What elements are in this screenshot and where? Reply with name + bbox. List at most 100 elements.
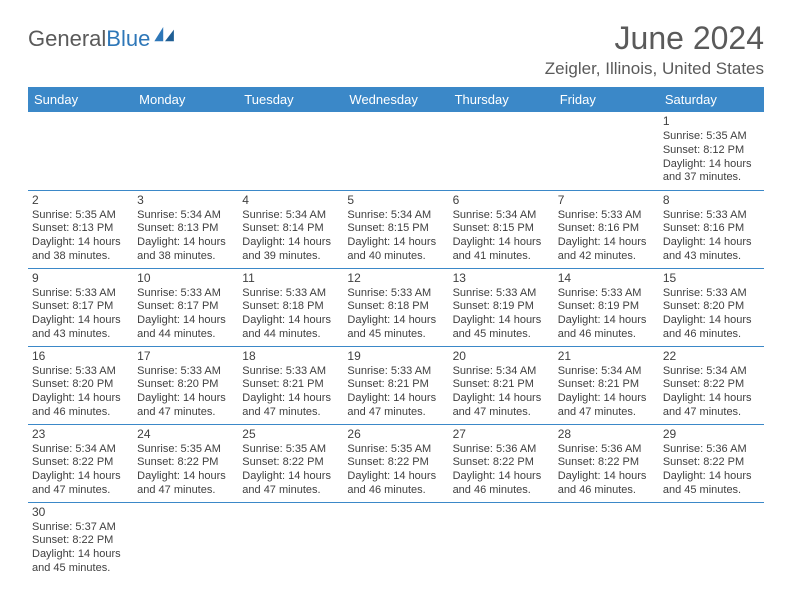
calendar-table: SundayMondayTuesdayWednesdayThursdayFrid… — [28, 87, 764, 580]
sunrise-text: Sunrise: 5:33 AM — [32, 287, 129, 301]
daylight-text: Daylight: 14 hours and 45 minutes. — [32, 548, 129, 576]
calendar-cell: 1Sunrise: 5:35 AMSunset: 8:12 PMDaylight… — [659, 112, 764, 190]
calendar-cell: 3Sunrise: 5:34 AMSunset: 8:13 PMDaylight… — [133, 190, 238, 268]
sunrise-text: Sunrise: 5:33 AM — [242, 365, 339, 379]
sunrise-text: Sunrise: 5:36 AM — [663, 443, 760, 457]
daylight-text: Daylight: 14 hours and 46 minutes. — [663, 314, 760, 342]
day-number: 4 — [242, 193, 339, 208]
calendar-cell: 6Sunrise: 5:34 AMSunset: 8:15 PMDaylight… — [449, 190, 554, 268]
daylight-text: Daylight: 14 hours and 47 minutes. — [558, 392, 655, 420]
calendar-cell: 16Sunrise: 5:33 AMSunset: 8:20 PMDayligh… — [28, 346, 133, 424]
daylight-text: Daylight: 14 hours and 41 minutes. — [453, 236, 550, 264]
logo-sail-icon — [154, 27, 176, 43]
day-number: 11 — [242, 271, 339, 286]
day-number: 6 — [453, 193, 550, 208]
daylight-text: Daylight: 14 hours and 44 minutes. — [137, 314, 234, 342]
daylight-text: Daylight: 14 hours and 38 minutes. — [32, 236, 129, 264]
sunrise-text: Sunrise: 5:35 AM — [32, 209, 129, 223]
daylight-text: Daylight: 14 hours and 44 minutes. — [242, 314, 339, 342]
sunset-text: Sunset: 8:21 PM — [242, 378, 339, 392]
sunset-text: Sunset: 8:22 PM — [137, 456, 234, 470]
sunset-text: Sunset: 8:22 PM — [347, 456, 444, 470]
sunrise-text: Sunrise: 5:33 AM — [137, 365, 234, 379]
daylight-text: Daylight: 14 hours and 46 minutes. — [558, 470, 655, 498]
calendar-cell-empty — [449, 112, 554, 190]
sunrise-text: Sunrise: 5:35 AM — [347, 443, 444, 457]
daylight-text: Daylight: 14 hours and 46 minutes. — [453, 470, 550, 498]
calendar-row: 2Sunrise: 5:35 AMSunset: 8:13 PMDaylight… — [28, 190, 764, 268]
calendar-cell: 26Sunrise: 5:35 AMSunset: 8:22 PMDayligh… — [343, 424, 448, 502]
sunset-text: Sunset: 8:22 PM — [663, 378, 760, 392]
day-number: 22 — [663, 349, 760, 364]
weekday-header: Sunday — [28, 87, 133, 112]
location-text: Zeigler, Illinois, United States — [545, 59, 764, 79]
calendar-cell: 11Sunrise: 5:33 AMSunset: 8:18 PMDayligh… — [238, 268, 343, 346]
calendar-header-row: SundayMondayTuesdayWednesdayThursdayFrid… — [28, 87, 764, 112]
daylight-text: Daylight: 14 hours and 46 minutes. — [347, 470, 444, 498]
sunset-text: Sunset: 8:22 PM — [663, 456, 760, 470]
daylight-text: Daylight: 14 hours and 47 minutes. — [453, 392, 550, 420]
daylight-text: Daylight: 14 hours and 47 minutes. — [242, 392, 339, 420]
day-number: 29 — [663, 427, 760, 442]
sunrise-text: Sunrise: 5:35 AM — [137, 443, 234, 457]
sunrise-text: Sunrise: 5:33 AM — [32, 365, 129, 379]
sunset-text: Sunset: 8:22 PM — [558, 456, 655, 470]
calendar-cell: 22Sunrise: 5:34 AMSunset: 8:22 PMDayligh… — [659, 346, 764, 424]
sunset-text: Sunset: 8:17 PM — [32, 300, 129, 314]
sunset-text: Sunset: 8:16 PM — [558, 222, 655, 236]
daylight-text: Daylight: 14 hours and 46 minutes. — [32, 392, 129, 420]
daylight-text: Daylight: 14 hours and 47 minutes. — [137, 470, 234, 498]
sunset-text: Sunset: 8:22 PM — [242, 456, 339, 470]
calendar-cell: 12Sunrise: 5:33 AMSunset: 8:18 PMDayligh… — [343, 268, 448, 346]
day-number: 28 — [558, 427, 655, 442]
sunset-text: Sunset: 8:21 PM — [558, 378, 655, 392]
calendar-cell: 24Sunrise: 5:35 AMSunset: 8:22 PMDayligh… — [133, 424, 238, 502]
calendar-cell: 18Sunrise: 5:33 AMSunset: 8:21 PMDayligh… — [238, 346, 343, 424]
day-number: 16 — [32, 349, 129, 364]
calendar-cell: 25Sunrise: 5:35 AMSunset: 8:22 PMDayligh… — [238, 424, 343, 502]
day-number: 5 — [347, 193, 444, 208]
day-number: 19 — [347, 349, 444, 364]
sunset-text: Sunset: 8:17 PM — [137, 300, 234, 314]
calendar-cell: 19Sunrise: 5:33 AMSunset: 8:21 PMDayligh… — [343, 346, 448, 424]
sunset-text: Sunset: 8:18 PM — [347, 300, 444, 314]
sunrise-text: Sunrise: 5:37 AM — [32, 521, 129, 535]
day-number: 15 — [663, 271, 760, 286]
sunrise-text: Sunrise: 5:33 AM — [558, 287, 655, 301]
calendar-cell-empty — [133, 112, 238, 190]
sunset-text: Sunset: 8:19 PM — [453, 300, 550, 314]
daylight-text: Daylight: 14 hours and 43 minutes. — [663, 236, 760, 264]
day-number: 8 — [663, 193, 760, 208]
calendar-cell: 23Sunrise: 5:34 AMSunset: 8:22 PMDayligh… — [28, 424, 133, 502]
weekday-header: Saturday — [659, 87, 764, 112]
day-number: 3 — [137, 193, 234, 208]
calendar-cell: 2Sunrise: 5:35 AMSunset: 8:13 PMDaylight… — [28, 190, 133, 268]
logo-text: GeneralBlue — [28, 26, 150, 52]
day-number: 20 — [453, 349, 550, 364]
calendar-cell: 8Sunrise: 5:33 AMSunset: 8:16 PMDaylight… — [659, 190, 764, 268]
calendar-cell: 4Sunrise: 5:34 AMSunset: 8:14 PMDaylight… — [238, 190, 343, 268]
calendar-row: 1Sunrise: 5:35 AMSunset: 8:12 PMDaylight… — [28, 112, 764, 190]
day-number: 30 — [32, 505, 129, 520]
calendar-cell-empty — [343, 502, 448, 580]
calendar-row: 16Sunrise: 5:33 AMSunset: 8:20 PMDayligh… — [28, 346, 764, 424]
sunset-text: Sunset: 8:15 PM — [347, 222, 444, 236]
weekday-header: Friday — [554, 87, 659, 112]
daylight-text: Daylight: 14 hours and 45 minutes. — [663, 470, 760, 498]
calendar-cell-empty — [28, 112, 133, 190]
sunset-text: Sunset: 8:12 PM — [663, 144, 760, 158]
calendar-cell-empty — [659, 502, 764, 580]
day-number: 26 — [347, 427, 444, 442]
daylight-text: Daylight: 14 hours and 45 minutes. — [453, 314, 550, 342]
sunset-text: Sunset: 8:20 PM — [137, 378, 234, 392]
calendar-cell: 28Sunrise: 5:36 AMSunset: 8:22 PMDayligh… — [554, 424, 659, 502]
sunrise-text: Sunrise: 5:34 AM — [242, 209, 339, 223]
daylight-text: Daylight: 14 hours and 47 minutes. — [242, 470, 339, 498]
title-block: June 2024 Zeigler, Illinois, United Stat… — [545, 20, 764, 79]
logo-text-1: General — [28, 26, 106, 51]
weekday-header: Wednesday — [343, 87, 448, 112]
calendar-cell-empty — [133, 502, 238, 580]
sunrise-text: Sunrise: 5:34 AM — [137, 209, 234, 223]
calendar-cell-empty — [554, 112, 659, 190]
calendar-cell: 17Sunrise: 5:33 AMSunset: 8:20 PMDayligh… — [133, 346, 238, 424]
